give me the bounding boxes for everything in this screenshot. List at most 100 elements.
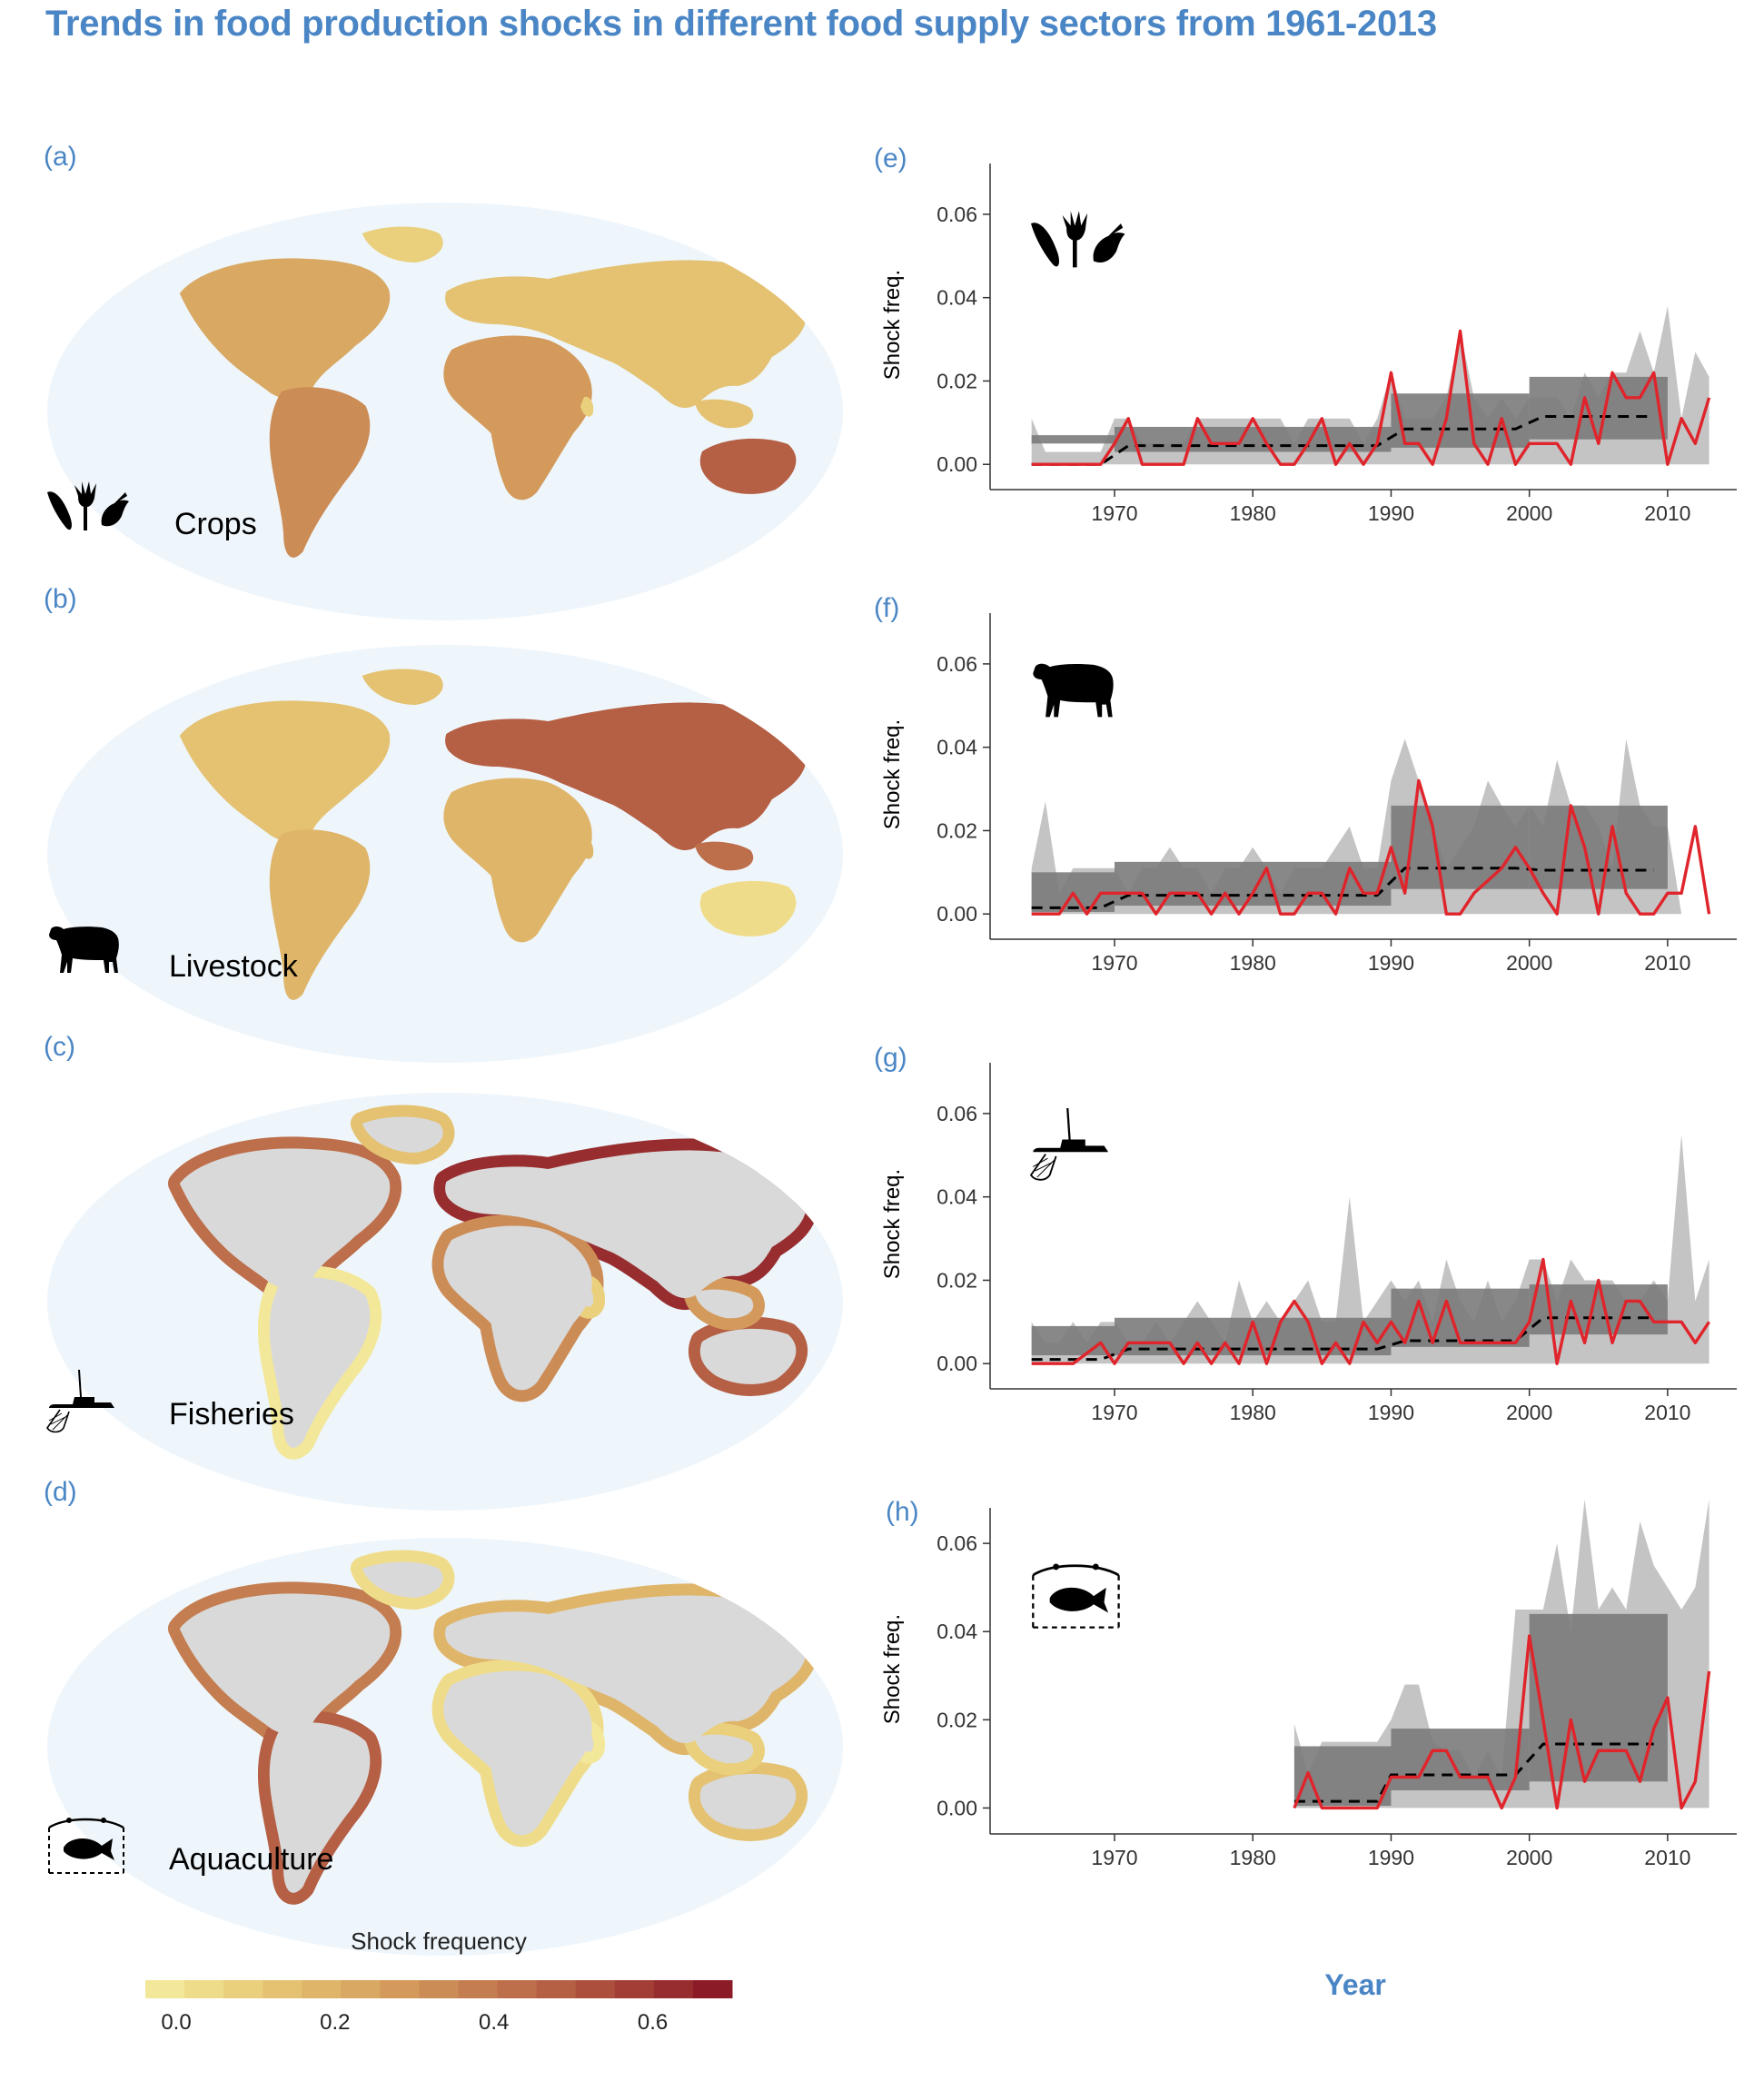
x-tick-label: 2000: [1506, 1401, 1552, 1424]
figure-title: Trends in food production shocks in diff…: [45, 4, 1437, 44]
x-tick-label: 1990: [1368, 951, 1414, 975]
sector-name: Aquaculture: [169, 1842, 333, 1877]
y-tick-label: 0.00: [937, 1796, 977, 1819]
land-region: [269, 829, 371, 1000]
y-tick-label: 0.02: [937, 1268, 977, 1292]
y-axis-label: Shock freq.: [880, 1614, 905, 1724]
charts-column: (e) 0.00 0.02 0.04 0.06 1970 1980 1990 2000 2010 S…: [874, 144, 1737, 1869]
decadal-range-band: [1031, 435, 1115, 444]
land-region: [443, 335, 592, 500]
land-region: [580, 1731, 594, 1752]
colorbar-swatch: [184, 1980, 224, 1998]
land-region: [445, 1595, 807, 1744]
fishing-boat-icon: [1030, 1107, 1110, 1181]
land-region: [269, 1722, 371, 1893]
land-region: [699, 438, 797, 494]
colorbar-swatch: [692, 1980, 733, 1998]
land-region: [362, 1116, 443, 1153]
y-tick-label: 0.04: [937, 286, 977, 310]
land-region: [443, 1670, 592, 1836]
map-panel-label: (d): [44, 1477, 77, 1507]
colorbar-swatch: [536, 1980, 577, 1998]
map-panel-label: (a): [44, 142, 77, 172]
colorbar: Shock frequency 0.0 0.2 0.4 0.6: [145, 1927, 733, 2035]
land-region: [179, 1593, 391, 1736]
map-panel-livestock: (b) Livestock: [44, 584, 843, 1063]
crops-icon: [1031, 211, 1125, 268]
land-region: [695, 841, 754, 871]
y-axis-label: Shock freq.: [880, 1169, 905, 1279]
observed-shock-line: [1031, 778, 1711, 916]
x-tick-label: 1980: [1230, 951, 1276, 975]
chart-panel-label: (f): [874, 593, 899, 623]
y-tick-label: 0.04: [937, 1185, 977, 1209]
x-tick-label: 1970: [1091, 1846, 1137, 1869]
x-tick-label: 2010: [1644, 501, 1690, 525]
colorbar-swatch: [302, 1980, 342, 1998]
maps-column: (a) Crops (b) Livestock (c) Fisheries (d) Aquac…: [44, 142, 843, 1956]
y-tick-label: 0.06: [937, 652, 977, 676]
x-tick-label: 1980: [1230, 1401, 1276, 1424]
x-tick-label: 1980: [1230, 501, 1276, 525]
observed-shock-line: [1031, 1257, 1710, 1365]
y-axis-label: Shock freq.: [880, 270, 905, 380]
land-region: [179, 700, 391, 843]
colorbar-swatch: [458, 1980, 499, 1998]
x-tick-label: 1990: [1368, 1846, 1414, 1869]
y-tick-label: 0.06: [937, 203, 977, 226]
x-tick-label: 1990: [1368, 501, 1414, 525]
observed-shock-line: [1293, 1634, 1711, 1810]
land-region: [699, 880, 797, 936]
sector-name: Fisheries: [169, 1397, 294, 1432]
decadal-range-band: [1391, 1729, 1530, 1791]
x-tick-label: 2010: [1644, 951, 1690, 975]
y-tick-label: 0.06: [937, 1102, 977, 1125]
sector-name: Crops: [174, 507, 257, 541]
land-region: [445, 260, 807, 409]
land-region: [443, 778, 592, 943]
land-regions: [167, 1550, 818, 1905]
y-tick-label: 0.00: [937, 902, 977, 926]
chart-panel-h: (h) 0.00 0.02 0.04 0.06 1970 1980 1990 2000 2010 S…: [880, 1497, 1737, 1869]
land-region: [443, 1225, 592, 1391]
land-region: [179, 258, 391, 401]
land-region: [695, 399, 754, 429]
observed-shock-line: [1031, 329, 1711, 466]
colorbar-swatch: [223, 1980, 263, 1998]
land-region: [362, 1561, 443, 1598]
map-panel-aquaculture: (d) Aquaculture: [44, 1477, 843, 1956]
land-region: [695, 1734, 754, 1764]
colorbar-swatch: [575, 1980, 616, 1998]
land-region: [179, 1148, 391, 1291]
sector-name: Livestock: [169, 949, 299, 984]
x-tick-label: 2010: [1644, 1401, 1690, 1424]
land-region: [695, 1289, 754, 1319]
land-regions: [179, 226, 807, 558]
decadal-range-band: [1115, 426, 1392, 452]
x-tick-label: 2000: [1506, 1846, 1552, 1869]
chart-panel-label: (e): [874, 144, 907, 173]
chart-panel-label: (h): [886, 1497, 919, 1527]
colorbar-swatch: [653, 1980, 694, 1998]
land-regions: [167, 1105, 818, 1460]
decadal-range-band: [1031, 1325, 1115, 1356]
colorbar-swatch: [341, 1980, 381, 1998]
land-region: [269, 387, 371, 558]
x-tick-label: 1990: [1368, 1401, 1414, 1424]
land-region: [580, 1286, 594, 1307]
chart-panel-g: (g) 0.00 0.02 0.04 0.06 1970 1980 1990 2000 2010 S…: [874, 1043, 1737, 1424]
fish-farm-icon: [1031, 1562, 1120, 1629]
chart-panel-label: (g): [874, 1043, 907, 1073]
x-axis-title: Year: [1324, 1968, 1386, 2001]
colorbar-tick-label: 0.2: [320, 2010, 350, 2035]
chart-panel-e: (e) 0.00 0.02 0.04 0.06 1970 1980 1990 2000 2010 S…: [874, 144, 1737, 525]
cow-icon: [1033, 663, 1114, 718]
land-regions: [179, 669, 807, 1000]
y-tick-label: 0.00: [937, 452, 977, 476]
colorbar-title: Shock frequency: [351, 1927, 527, 1955]
y-tick-label: 0.02: [937, 1708, 977, 1731]
land-region: [699, 1773, 797, 1829]
map-panel-label: (b): [44, 584, 77, 614]
colorbar-swatch: [380, 1980, 420, 1998]
